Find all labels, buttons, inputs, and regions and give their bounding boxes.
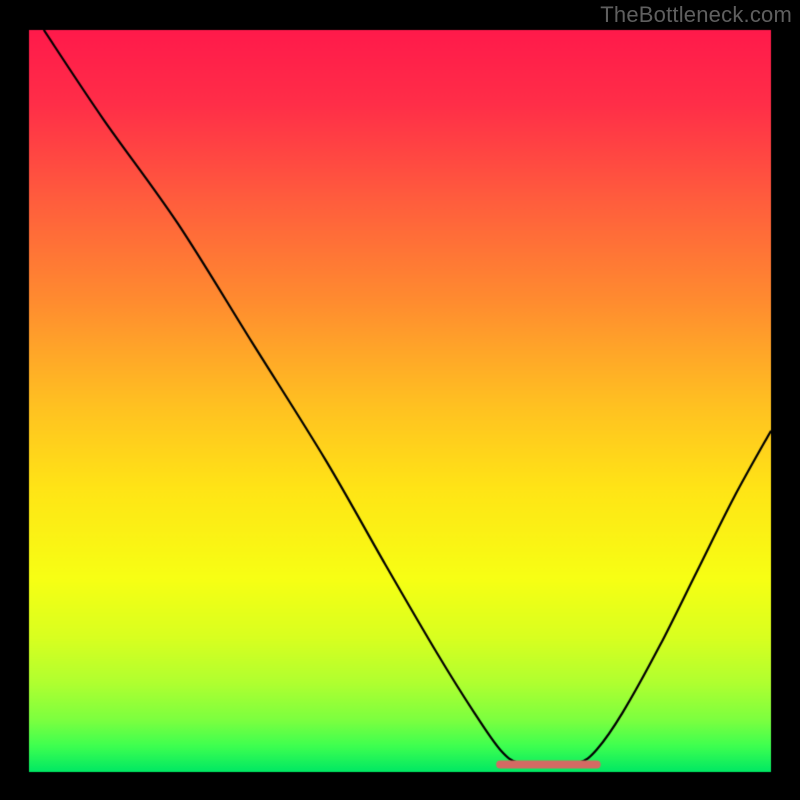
bottleneck-curve-chart (0, 0, 800, 800)
chart-root: TheBottleneck.com (0, 0, 800, 800)
watermark-text: TheBottleneck.com (600, 2, 792, 28)
